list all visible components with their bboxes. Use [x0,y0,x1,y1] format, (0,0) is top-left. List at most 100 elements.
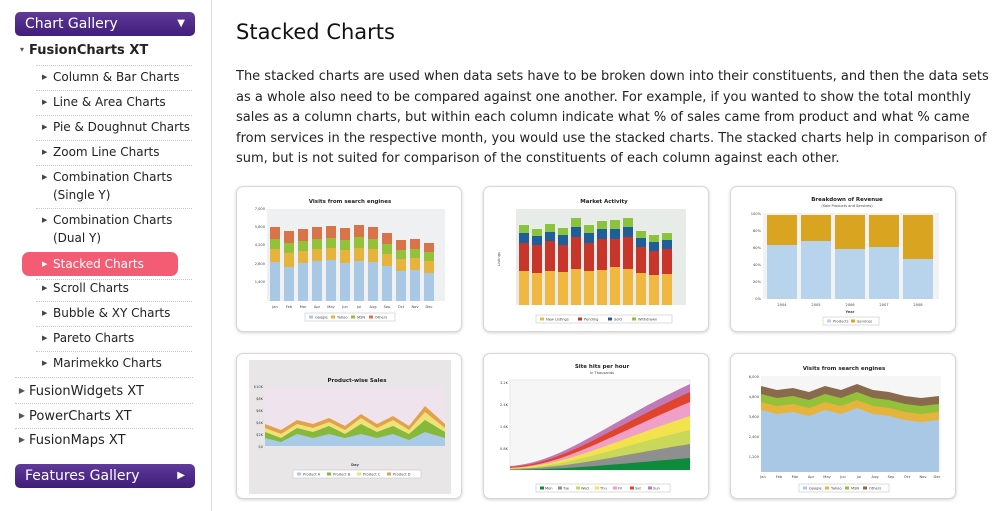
chart-thumbnail: Breakdown of Revenue (Sale Products and … [751,197,939,326]
x-tick-label: May [327,305,335,309]
legend: New Listings Pending Sold Withdrawn [535,314,673,324]
legend-label: Services [857,320,872,324]
nav-pareto-charts[interactable]: ▶ Pareto Charts [36,329,192,347]
x-tick-label: Feb [776,475,783,479]
nav-bubble-xy-charts[interactable]: ▶ Bubble & XY Charts [36,304,192,322]
nav-pie-doughnut-charts[interactable]: ▶ Pie & Doughnut Charts [36,118,192,136]
nav-label: Bubble & XY Charts [53,306,171,320]
thumb-stacked-100-revenue[interactable]: Breakdown of Revenue (Sale Products and … [730,186,956,332]
nav-zoom-line-charts[interactable]: ▶ Zoom Line Charts [36,143,192,161]
chart-gallery-header[interactable]: Chart Gallery ▼ [15,12,195,36]
divider [15,377,193,378]
caret-right-icon: ▶ [42,173,48,181]
y-tick-label: 1,200 [749,455,760,459]
legend-label: Google [315,316,328,320]
legend-label: Yahoo [831,487,842,491]
features-gallery-header[interactable]: Features Gallery ▶ [15,464,195,488]
legend-label: Sold [614,318,622,322]
nav-product-label: FusionMaps XT [29,433,126,448]
x-axis-labels: Jan Feb Mar Apr May Jun Jul Aug Sep Oct … [271,305,432,309]
x-tick-label: May [823,475,831,479]
y-ticks: 3.2K 2.4K 1.6K 0.8K [500,381,509,451]
divider [36,301,192,302]
legend-label: Product B [333,473,351,477]
y-ticks: 7,000 5,600 4,200 2,800 1,400 [255,207,266,284]
caret-right-icon: ▶ [42,260,48,268]
x-tick-label: Oct [904,475,911,479]
nav-combination-single-y[interactable]: ▶ Combination Charts (Single Y) [36,168,192,204]
legend-label: Fri [618,487,622,491]
thumb-stacked-area-product-sales[interactable]: Product-wise Sales $10K $8K $6K $4K $2K … [236,353,462,499]
nav-line-area-charts[interactable]: ▶ Line & Area Charts [36,93,192,111]
nav-column-bar-charts[interactable]: ▶ Column & Bar Charts [36,68,192,86]
legend: Mon Tue Wed Thu Fri Sat Sun [535,483,671,493]
chevron-down-icon: ▼ [177,18,185,29]
y-tick-label: 6,000 [749,375,760,379]
nav-label: Combination Charts [53,170,173,184]
divider [36,65,192,66]
nav-scroll-charts[interactable]: ▶ Scroll Charts [36,279,192,297]
legend-label: Tue [562,487,570,491]
x-tick-label: Jun [839,475,846,479]
nav-powercharts-xt[interactable]: ▶ PowerCharts XT [15,409,193,424]
x-tick-label: Jul [356,305,361,309]
caret-right-icon: ▶ [42,98,48,106]
chevron-right-icon: ▶ [177,470,185,481]
divider [36,326,192,327]
y-tick-label: 20% [753,280,762,284]
caret-down-icon: ▾ [19,45,24,54]
thumb-stacked-area-search-visits[interactable]: Visits from search engines 6,000 4,800 3… [730,353,956,499]
nav-label: Pareto Charts [53,331,135,345]
nav-fusionmaps-xt[interactable]: ▶ FusionMaps XT [15,433,193,448]
caret-right-icon: ▶ [42,334,48,342]
x-tick-label: Dec [426,305,433,309]
nav-marimekko-charts[interactable]: ▶ Marimekko Charts [36,354,192,372]
y-tick-label: 3,600 [749,415,760,419]
divider [36,208,192,209]
thumb-title: Market Activity [580,199,628,205]
caret-right-icon: ▶ [42,216,48,224]
y-tick-label: 1.6K [500,425,509,429]
x-tick-label: Oct [398,305,405,309]
x-tick-label: Apr [314,305,321,309]
chart-gallery-label: Chart Gallery [25,16,118,32]
chart-thumbnail: Visits from search engines 7,000 5,600 4… [255,199,445,322]
y-tick-label: 7,000 [255,207,266,211]
x-tick-label: 2008 [913,303,923,307]
nav-label: Stacked Charts [53,257,144,271]
y-ticks: 100% 80% 60% 40% 20% 0% [751,212,762,301]
intro-paragraph: The stacked charts are used when data se… [236,69,989,166]
areas [265,406,445,446]
thumb-title: Site hits per hour [575,364,630,370]
legend-label: Sat [635,487,641,491]
nav-label: Zoom Line Charts [53,145,160,159]
divider [36,279,192,280]
features-gallery-label: Features Gallery [25,468,140,484]
divider [36,90,192,91]
x-tick-label: Feb [286,305,293,309]
thumb-subtitle: In Thousands [590,371,614,375]
nav-combination-dual-y[interactable]: ▶ Combination Charts (Dual Y) [36,211,192,247]
legend-label: Google [809,487,822,491]
nav-fusioncharts-xt[interactable]: ▾ FusionCharts XT [15,43,193,58]
thumb-stacked-area-site-hits[interactable]: Site hits per hour In Thousands 3.2K 2.4… [483,353,709,499]
legend-label: Product A [303,473,321,477]
nav-fusionwidgets-xt[interactable]: ▶ FusionWidgets XT [15,384,193,399]
y-ticks: $10K $8K $6K $4K $2K $0 [254,385,264,449]
x-axis-title: Day [351,463,359,467]
legend-label: Sun [653,487,660,491]
nav-stacked-charts[interactable]: ▶ Stacked Charts [22,252,178,276]
legend-label: MSN [357,316,365,320]
thumb-stacked-column-search-engines[interactable]: Visits from search engines 7,000 5,600 4… [236,186,462,332]
x-tick-label: Jan [759,475,766,479]
thumb-title: Visits from search engines [803,366,886,372]
divider [36,165,192,166]
y-tick-label: 1,400 [255,280,266,284]
caret-right-icon: ▶ [42,73,48,81]
nav-label: Column & Bar Charts [53,70,180,84]
thumb-stacked-market-activity[interactable]: Market Activity Listings New Listings Pe… [483,186,709,332]
y-ticks: 6,000 4,800 3,600 2,400 1,200 [749,375,760,459]
divider [36,115,192,116]
caret-right-icon: ▶ [18,435,26,444]
x-axis-labels: 2004 2005 2006 2007 2008 [777,303,923,307]
